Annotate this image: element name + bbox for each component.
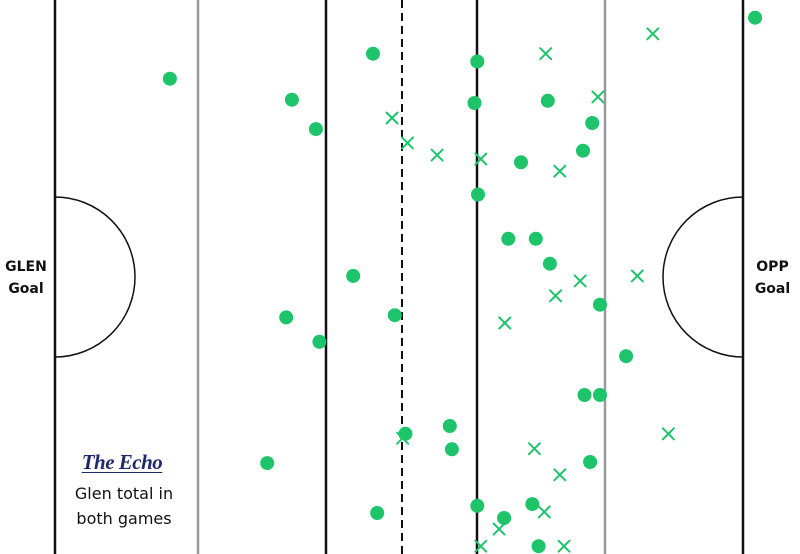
score-dot <box>442 419 457 433</box>
score-dot <box>398 426 413 441</box>
score-dot <box>531 539 546 554</box>
miss-cross <box>474 152 488 166</box>
score-dot <box>514 155 528 170</box>
score-dot <box>583 455 598 469</box>
score-dot <box>470 54 485 69</box>
miss-cross <box>557 539 571 553</box>
score-dot <box>542 256 557 271</box>
score-dot <box>444 442 459 457</box>
score-dot <box>366 46 380 61</box>
score-dot <box>497 511 512 525</box>
score-dot <box>312 334 327 349</box>
score-dot <box>260 456 275 471</box>
brand-logo: The Echo <box>81 450 163 474</box>
score-dot <box>467 96 482 110</box>
chart-caption: Glen total in both games <box>74 484 174 528</box>
score-dot <box>284 92 299 107</box>
score-dot <box>528 231 543 246</box>
miss-cross <box>573 274 587 288</box>
miss-cross <box>553 164 567 178</box>
score-dot <box>387 308 402 323</box>
score-dot <box>593 297 607 312</box>
score-dot <box>501 231 516 246</box>
miss-cross <box>630 269 644 283</box>
score-dot <box>576 143 590 158</box>
score-dot <box>577 388 592 402</box>
score-dot <box>619 349 634 364</box>
miss-cross <box>549 289 562 303</box>
score-dot <box>593 388 607 402</box>
score-dot <box>370 506 385 520</box>
miss-cross <box>537 505 551 519</box>
miss-cross <box>430 148 444 162</box>
score-dot <box>162 71 177 86</box>
left-goal-arc <box>54 196 136 358</box>
miss-cross <box>385 111 399 125</box>
miss-cross <box>553 468 567 482</box>
score-dot <box>540 93 555 108</box>
miss-cross <box>498 316 512 330</box>
miss-cross <box>474 539 488 553</box>
score-dot <box>585 116 600 130</box>
shot-markers <box>162 10 763 554</box>
miss-cross <box>646 27 660 41</box>
miss-cross <box>591 90 605 104</box>
score-dot <box>471 187 485 202</box>
score-dot <box>525 497 540 512</box>
miss-cross <box>539 47 553 61</box>
miss-cross <box>661 427 675 441</box>
score-dot <box>279 310 294 325</box>
left-goal-label: GLEN Goal <box>5 259 47 297</box>
miss-cross <box>396 431 410 445</box>
miss-cross <box>401 136 414 150</box>
score-dot <box>748 10 763 25</box>
miss-cross <box>527 442 541 456</box>
right-goal-arc <box>662 196 744 358</box>
miss-cross <box>492 522 506 536</box>
score-dot <box>308 122 323 137</box>
right-goal-label: OPP Goal <box>754 259 791 297</box>
score-dot <box>346 268 361 283</box>
score-dot <box>470 498 485 513</box>
